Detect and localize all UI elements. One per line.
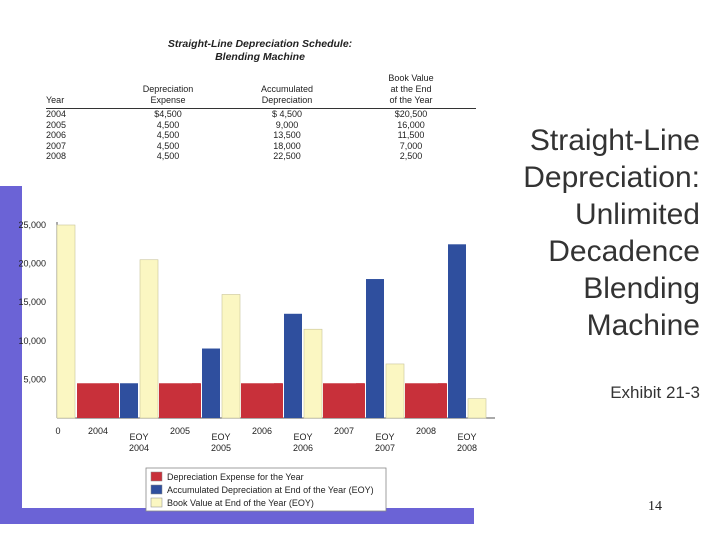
x-year-label: 2006 bbox=[252, 426, 272, 436]
cell-acc: 13,500 bbox=[273, 130, 301, 140]
legend-swatch bbox=[150, 497, 163, 508]
book-value-bar bbox=[303, 328, 323, 419]
header-dep-line1: Depreciation bbox=[142, 84, 194, 94]
book-value-bar bbox=[139, 259, 159, 419]
header-year: Year bbox=[46, 73, 108, 109]
accumulated-depreciation-bar bbox=[366, 279, 384, 418]
page-number: 14 bbox=[648, 499, 662, 514]
legend-box bbox=[145, 467, 387, 512]
accumulated-depreciation-bar bbox=[448, 244, 466, 418]
table-row: 2006 4,500 13,500 11,500 bbox=[46, 130, 476, 141]
header-dep-line2: Expense bbox=[150, 95, 186, 105]
x-zero-label: 0 bbox=[55, 426, 60, 436]
slide-title: Straight-Line Depreciation: Unlimited De… bbox=[523, 122, 700, 344]
y-tick-label: 20,000 bbox=[18, 259, 46, 269]
depreciation-expense-segment bbox=[110, 383, 118, 418]
legend-label: Accumulated Depreciation at End of the Y… bbox=[167, 485, 374, 495]
depreciation-expense-segment bbox=[192, 383, 200, 418]
cell-dep: $4,500 bbox=[154, 109, 182, 119]
accent-bar-vertical bbox=[0, 186, 24, 524]
x-eoy-year-label: 2007 bbox=[375, 443, 395, 453]
x-year-label: 2004 bbox=[88, 426, 108, 436]
cell-bv: 11,500 bbox=[397, 130, 425, 140]
book-value-bar bbox=[385, 363, 405, 419]
y-tick-label: 25,000 bbox=[18, 220, 46, 230]
y-tick-label: 5,000 bbox=[23, 374, 46, 384]
x-eoy-label: EOY bbox=[129, 432, 148, 442]
initial-book-value-bar bbox=[56, 224, 76, 419]
cell-dep: 4,500 bbox=[156, 119, 180, 130]
x-eoy-label: EOY bbox=[211, 432, 230, 442]
table-header-row: Year Depreciation Expense Accumulated De… bbox=[46, 73, 476, 109]
accumulated-depreciation-bar bbox=[284, 313, 302, 418]
x-eoy-year-label: 2004 bbox=[129, 443, 149, 453]
cell-bv: 7,000 bbox=[399, 140, 423, 151]
header-bv-line3: of the Year bbox=[389, 95, 433, 105]
accumulated-depreciation-bar bbox=[120, 383, 138, 418]
header-depreciation-expense: Depreciation Expense bbox=[108, 73, 228, 109]
schedule-title-line1: Straight-Line Depreciation Schedule: bbox=[167, 38, 353, 50]
legend-label: Book Value at End of the Year (EOY) bbox=[167, 498, 314, 508]
schedule-title: Straight-Line Depreciation Schedule: Ble… bbox=[130, 38, 390, 64]
x-eoy-label: EOY bbox=[375, 432, 394, 442]
cell-year: 2004 bbox=[46, 109, 67, 119]
table-row: 2005 4,500 9,000 16,000 bbox=[46, 120, 476, 131]
cell-bv: $20,500 bbox=[394, 109, 428, 119]
table-row: 2007 4,500 18,000 7,000 bbox=[46, 141, 476, 152]
cell-year: 2008 bbox=[46, 151, 67, 161]
cell-bv: 2,500 bbox=[399, 151, 423, 161]
x-year-label: 2008 bbox=[416, 426, 436, 436]
x-eoy-year-label: 2006 bbox=[293, 443, 313, 453]
cell-year: 2007 bbox=[46, 140, 67, 151]
slide-title-line: Decadence bbox=[548, 235, 700, 268]
cell-bv: 16,000 bbox=[397, 119, 425, 130]
cell-acc: 9,000 bbox=[275, 119, 299, 130]
cell-dep: 4,500 bbox=[156, 130, 180, 140]
x-eoy-year-label: 2005 bbox=[211, 443, 231, 453]
cell-year: 2005 bbox=[46, 119, 67, 130]
slide-title-line: Blending bbox=[583, 272, 700, 305]
depreciation-expense-segment bbox=[274, 383, 282, 418]
book-value-bar bbox=[221, 294, 241, 419]
depreciation-expense-segment bbox=[356, 383, 364, 418]
accumulated-depreciation-bar bbox=[202, 348, 220, 418]
exhibit-label: Exhibit 21-3 bbox=[610, 383, 700, 402]
slide-title-line: Straight-Line bbox=[529, 124, 700, 157]
depreciation-expense-segment bbox=[438, 383, 446, 418]
slide-title-line: Depreciation: bbox=[523, 161, 700, 194]
book-value-bar bbox=[467, 398, 487, 419]
slide-title-line: Machine bbox=[586, 309, 700, 342]
cell-dep: 4,500 bbox=[156, 140, 180, 151]
legend-swatch bbox=[150, 484, 163, 495]
header-bv-line1: Book Value bbox=[388, 73, 434, 83]
cell-year: 2006 bbox=[46, 130, 67, 140]
legend-swatch bbox=[150, 471, 163, 482]
cell-acc: $ 4,500 bbox=[271, 109, 303, 119]
y-tick-label: 10,000 bbox=[18, 336, 46, 346]
depreciation-schedule-table: Year Depreciation Expense Accumulated De… bbox=[46, 73, 476, 162]
header-bv-line2: at the End bbox=[390, 84, 432, 94]
table-row: 2008 4,500 22,500 2,500 bbox=[46, 151, 476, 162]
x-year-label: 2005 bbox=[170, 426, 190, 436]
schedule-title-line2: Blending Machine bbox=[215, 51, 305, 63]
x-eoy-year-label: 2008 bbox=[457, 443, 477, 453]
header-acc-line1: Accumulated bbox=[260, 84, 314, 94]
x-eoy-label: EOY bbox=[457, 432, 476, 442]
cell-dep: 4,500 bbox=[156, 151, 180, 161]
header-acc-line2: Depreciation bbox=[261, 95, 313, 105]
header-accumulated-depreciation: Accumulated Depreciation bbox=[228, 73, 346, 109]
cell-acc: 22,500 bbox=[273, 151, 301, 161]
x-year-label: 2007 bbox=[334, 426, 354, 436]
y-tick-label: 15,000 bbox=[18, 297, 46, 307]
legend-label: Depreciation Expense for the Year bbox=[167, 472, 304, 482]
slide-title-line: Unlimited bbox=[574, 198, 700, 231]
x-eoy-label: EOY bbox=[293, 432, 312, 442]
header-book-value: Book Value at the End of the Year bbox=[346, 73, 476, 109]
table-row: 2004 $4,500 $ 4,500 $20,500 bbox=[46, 109, 476, 120]
cell-acc: 18,000 bbox=[273, 140, 301, 151]
